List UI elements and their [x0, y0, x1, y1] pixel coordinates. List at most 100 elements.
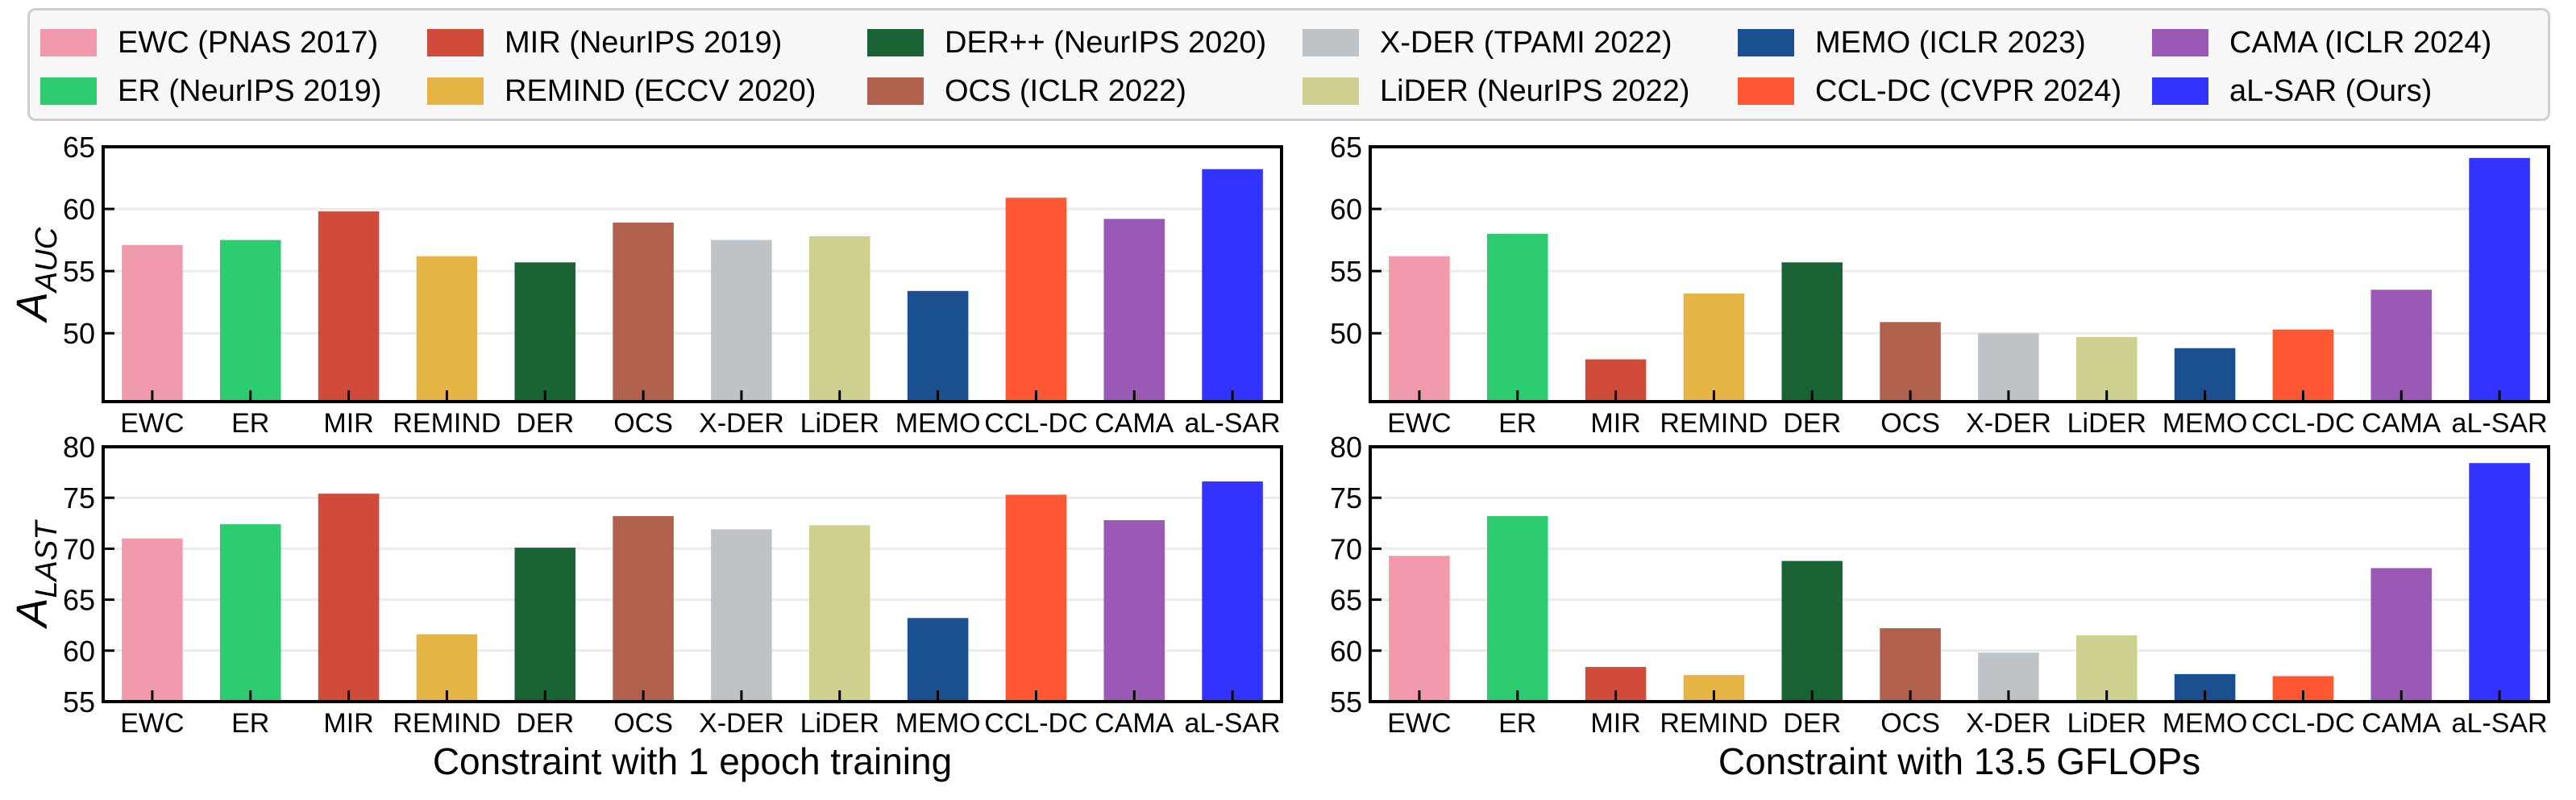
x-tick-label: EWC: [1387, 408, 1451, 439]
x-axis-label: Constraint with 1 epoch training: [433, 740, 952, 782]
legend-label: EWC (PNAS 2017): [118, 25, 379, 60]
x-tick-label: MEMO: [895, 708, 981, 739]
y-tick-label: 55: [1330, 685, 1362, 719]
y-axis-label: ALAST: [8, 519, 64, 630]
y-axis-label: AAUC: [8, 227, 64, 323]
bar-der: [1781, 262, 1843, 402]
legend-label: REMIND (ECCV 2020): [505, 73, 816, 108]
x-tick-label: CAMA: [2362, 408, 2441, 439]
bar-ewc: [122, 244, 183, 402]
x-tick-label: CCL-DC: [984, 708, 1087, 739]
y-tick-label: 60: [63, 193, 95, 226]
bar-ccl-dc: [1005, 198, 1067, 402]
x-tick-label: MEMO: [2163, 708, 2248, 739]
x-tick-label: DER: [516, 408, 574, 439]
bar-cama: [2370, 568, 2433, 702]
bar-ocs: [1880, 322, 1941, 402]
bar-lider: [808, 235, 870, 402]
plot-frame: [102, 445, 1283, 703]
x-tick-label: ER: [1498, 408, 1536, 439]
x-tick-label: EWC: [120, 408, 184, 439]
x-tick-label: CCL-DC: [984, 408, 1087, 439]
bar-x-der: [711, 529, 772, 702]
y-tick-label: 55: [63, 685, 95, 719]
bar-er: [1486, 233, 1548, 402]
y-tick-label: 65: [1330, 131, 1362, 164]
legend-label: OCS (ICLR 2022): [945, 73, 1186, 108]
bar-ccl-dc: [1005, 494, 1067, 702]
x-tick-label: CCL-DC: [2251, 708, 2354, 739]
bar-ocs: [613, 223, 674, 402]
x-tick-label: X-DER: [699, 408, 784, 439]
y-tick-label: 50: [1330, 317, 1362, 350]
bar-memo: [907, 290, 969, 402]
x-tick-label: OCS: [613, 408, 673, 439]
bar-der: [514, 262, 576, 402]
legend-swatch: [1303, 77, 1359, 105]
bar-lider: [808, 525, 870, 702]
bar-ewc: [1389, 556, 1450, 702]
bar-er: [219, 240, 281, 402]
bar-remind: [416, 256, 478, 402]
x-tick-label: MIR: [1590, 408, 1640, 439]
x-tick-label: ER: [1498, 708, 1536, 739]
legend-label: DER++ (NeurIPS 2020): [945, 25, 1267, 60]
x-tick-label: aL-SAR: [2452, 708, 2548, 739]
legend-label: ER (NeurIPS 2019): [118, 73, 382, 108]
x-tick-label: X-DER: [1966, 408, 2051, 439]
bar-der: [1781, 560, 1843, 702]
x-tick-label: X-DER: [1966, 708, 2051, 739]
bar-x-der: [1978, 333, 2039, 402]
x-tick-label: DER: [516, 708, 574, 739]
legend-swatch: [867, 29, 924, 56]
legend-label: LiDER (NeurIPS 2022): [1380, 73, 1690, 108]
x-tick-label: EWC: [120, 708, 184, 739]
legend-entry: ER (NeurIPS 2019): [40, 71, 381, 111]
x-tick-label: aL-SAR: [1185, 408, 1281, 439]
x-tick-label: CAMA: [2362, 708, 2441, 739]
legend-label: CCL-DC (CVPR 2024): [1815, 73, 2122, 108]
bar-er: [1486, 515, 1548, 702]
x-tick-label: ER: [231, 408, 269, 439]
x-tick-label: LiDER: [800, 408, 879, 439]
bar-mir: [318, 211, 380, 402]
x-tick-label: MIR: [323, 708, 373, 739]
x-tick-label: MIR: [323, 408, 373, 439]
x-tick-label: OCS: [1880, 708, 1940, 739]
x-tick-label: DER: [1783, 408, 1841, 439]
legend-swatch: [40, 29, 97, 56]
legend-swatch: [1303, 29, 1359, 56]
x-tick-label: CAMA: [1095, 708, 1174, 739]
legend-entry: CAMA (ICLR 2024): [2152, 23, 2491, 63]
bar-ewc: [122, 538, 183, 702]
legend-entry: REMIND (ECCV 2020): [427, 71, 816, 111]
x-tick-label: LiDER: [2067, 408, 2146, 439]
y-tick-label: 60: [63, 635, 95, 668]
x-tick-label: aL-SAR: [2452, 408, 2548, 439]
legend-entry: DER++ (NeurIPS 2020): [867, 23, 1266, 63]
plot-frame: [102, 145, 1283, 403]
bar-cama: [2370, 290, 2433, 402]
bar-al-sar: [2469, 157, 2530, 402]
x-tick-label: aL-SAR: [1185, 708, 1281, 739]
legend-entry: X-DER (TPAMI 2022): [1303, 23, 1672, 63]
x-tick-label: MIR: [1590, 708, 1640, 739]
x-tick-label: REMIND: [393, 408, 501, 439]
x-tick-label: REMIND: [1660, 408, 1768, 439]
plot-frame: [1369, 445, 2550, 703]
y-tick-label: 65: [1330, 584, 1362, 617]
legend-entry: OCS (ICLR 2022): [867, 71, 1186, 111]
plot-frame: [1369, 145, 2550, 403]
legend-swatch: [2152, 77, 2208, 105]
x-tick-label: MEMO: [2163, 408, 2248, 439]
legend-swatch: [1738, 29, 1794, 56]
bar-cama: [1103, 520, 1165, 702]
x-tick-label: X-DER: [699, 708, 784, 739]
legend-label: MIR (NeurIPS 2019): [505, 25, 783, 60]
x-tick-label: DER: [1783, 708, 1841, 739]
legend-entry: MIR (NeurIPS 2019): [427, 23, 782, 63]
legend-swatch: [40, 77, 97, 105]
bar-mir: [318, 494, 380, 702]
x-tick-label: OCS: [1880, 408, 1940, 439]
